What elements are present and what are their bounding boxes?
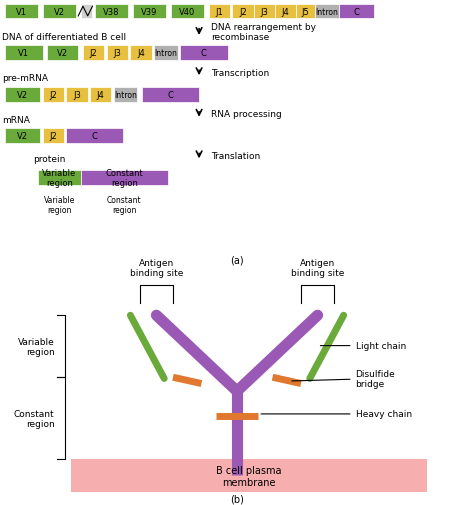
Bar: [66, 129, 123, 144]
Text: J5: J5: [302, 8, 310, 17]
Text: J2: J2: [239, 8, 247, 17]
Bar: [209, 5, 230, 19]
Bar: [38, 171, 81, 185]
Bar: [130, 46, 152, 61]
Text: protein: protein: [33, 155, 65, 163]
Text: Variable
region: Variable region: [42, 168, 76, 188]
Text: B cell plasma
membrane: B cell plasma membrane: [216, 465, 282, 487]
Bar: [171, 5, 204, 19]
Text: J2: J2: [49, 132, 57, 141]
Bar: [5, 46, 43, 61]
Text: (b): (b): [230, 494, 244, 504]
Bar: [275, 5, 296, 19]
Text: (a): (a): [230, 255, 244, 265]
Text: C: C: [354, 8, 360, 17]
Bar: [296, 5, 315, 19]
Text: J3: J3: [260, 8, 268, 17]
Text: C: C: [201, 49, 207, 58]
Text: Translation: Translation: [211, 152, 260, 161]
Text: pre-mRNA: pre-mRNA: [2, 74, 48, 83]
Text: V39: V39: [141, 8, 157, 17]
Text: V38: V38: [103, 8, 119, 17]
Text: Variable
region: Variable region: [18, 337, 55, 356]
Bar: [142, 88, 199, 103]
Text: Light chain: Light chain: [320, 341, 406, 350]
Bar: [71, 460, 427, 492]
Text: J3: J3: [73, 90, 81, 99]
Bar: [114, 88, 137, 103]
Text: Disulfide
bridge: Disulfide bridge: [292, 369, 395, 388]
Text: RNA processing: RNA processing: [211, 110, 282, 119]
Text: DNA rearrangement by
recombinase: DNA rearrangement by recombinase: [211, 23, 316, 42]
Bar: [154, 46, 178, 61]
Bar: [107, 46, 128, 61]
Bar: [5, 129, 40, 144]
Bar: [66, 88, 88, 103]
Bar: [5, 88, 40, 103]
Text: mRNA: mRNA: [2, 116, 30, 124]
Text: Transcription: Transcription: [211, 69, 269, 78]
Text: C: C: [168, 90, 173, 99]
Bar: [254, 5, 275, 19]
Text: C: C: [92, 132, 98, 141]
Text: Intron: Intron: [114, 90, 137, 99]
Bar: [180, 46, 228, 61]
Text: Antigen
binding site: Antigen binding site: [130, 259, 183, 278]
Text: V2: V2: [54, 8, 65, 17]
Bar: [315, 5, 339, 19]
Text: J1: J1: [215, 8, 223, 17]
Bar: [83, 46, 104, 61]
Text: Antigen
binding site: Antigen binding site: [291, 259, 344, 278]
Text: V2: V2: [17, 132, 28, 141]
Text: J2: J2: [90, 49, 98, 58]
Bar: [43, 5, 76, 19]
Bar: [47, 46, 78, 61]
Text: V2: V2: [57, 49, 68, 58]
Text: Constant
region: Constant region: [107, 195, 142, 215]
Bar: [43, 129, 64, 144]
Text: V1: V1: [16, 8, 27, 17]
Text: DNA of differentiated B cell: DNA of differentiated B cell: [2, 32, 127, 41]
Bar: [43, 88, 64, 103]
Text: Constant
region: Constant region: [106, 168, 143, 188]
Text: J4: J4: [137, 49, 145, 58]
Bar: [339, 5, 374, 19]
Bar: [5, 5, 38, 19]
Bar: [95, 5, 128, 19]
Bar: [232, 5, 254, 19]
Text: Intron: Intron: [155, 49, 177, 58]
Bar: [81, 5, 92, 19]
Text: V1: V1: [18, 49, 29, 58]
Text: Constant
region: Constant region: [14, 409, 55, 428]
Text: Heavy chain: Heavy chain: [261, 410, 411, 419]
Text: J2: J2: [49, 90, 57, 99]
Bar: [133, 5, 166, 19]
Text: Intron: Intron: [316, 8, 338, 17]
Text: J3: J3: [113, 49, 121, 58]
Bar: [81, 171, 168, 185]
Bar: [90, 88, 111, 103]
Text: J4: J4: [97, 90, 105, 99]
Text: V2: V2: [17, 90, 28, 99]
Text: Variable
region: Variable region: [44, 195, 75, 215]
Text: V40: V40: [179, 8, 195, 17]
Text: J4: J4: [282, 8, 290, 17]
